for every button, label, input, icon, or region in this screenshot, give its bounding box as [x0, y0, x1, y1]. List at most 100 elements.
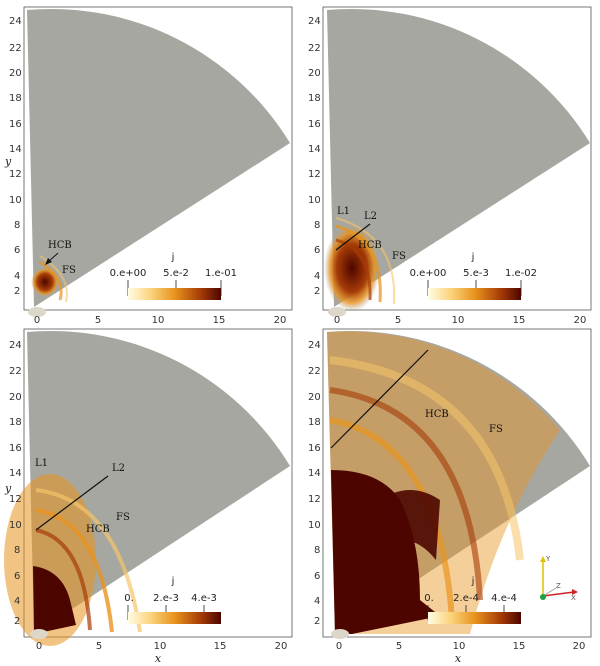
shock-arc [35, 508, 114, 633]
x-axis: 0 5 10 15 20 x [336, 641, 586, 665]
label-l1: L1 [337, 206, 350, 217]
y-axis-label: y [4, 155, 12, 168]
svg-text:6: 6 [314, 571, 320, 582]
label-l2: L2 [112, 463, 125, 474]
colorbar [428, 612, 521, 624]
label-hcb: HCB [358, 240, 382, 251]
svg-text:15: 15 [214, 641, 227, 652]
svg-text:16: 16 [308, 443, 321, 454]
svg-text:20: 20 [9, 68, 22, 79]
triad-z-label: Z [556, 582, 561, 590]
svg-text:6: 6 [14, 571, 20, 582]
dense-region [331, 470, 440, 634]
star-surface [331, 629, 349, 639]
colorbar-scale-labels: 10 15 [154, 315, 227, 326]
svg-text:0: 0 [36, 641, 42, 652]
shock-arc [335, 224, 382, 303]
svg-text:16: 16 [308, 119, 321, 130]
line-l2 [330, 349, 429, 449]
x-axis: 0 5 10 15 20 x [36, 641, 288, 665]
x-axis-label: x [455, 652, 462, 665]
svg-text:16: 16 [9, 119, 22, 130]
svg-text:15: 15 [213, 315, 226, 326]
hcb-arrowhead [45, 258, 52, 265]
dense-region [33, 566, 76, 634]
star-surface [28, 307, 46, 317]
svg-text:14: 14 [308, 468, 321, 479]
svg-text:10: 10 [453, 641, 466, 652]
star-surface [30, 629, 48, 639]
label-hcb: HCB [48, 240, 72, 251]
svg-text:15: 15 [513, 641, 526, 652]
svg-text:10: 10 [154, 641, 167, 652]
y-axis: y 24 22 20 18 16 14 12 10 8 6 4 2 [4, 340, 22, 627]
svg-text:5: 5 [96, 641, 102, 652]
svg-text:12: 12 [9, 169, 22, 180]
svg-text:10: 10 [308, 195, 321, 206]
svg-text:10: 10 [452, 315, 465, 326]
line-l2 [35, 475, 109, 531]
shock-arc [39, 255, 68, 303]
svg-text:0: 0 [336, 641, 342, 652]
colorbar-tick: 0.e+00 [110, 268, 147, 279]
x-axis: 0 5 10 15 20 [34, 315, 287, 326]
svg-text:6: 6 [314, 245, 320, 256]
plot-frame [23, 328, 293, 638]
svg-text:22: 22 [9, 366, 22, 377]
wedge-domain [327, 8, 590, 307]
svg-text:4: 4 [14, 271, 20, 282]
svg-text:10: 10 [9, 520, 22, 531]
svg-text:18: 18 [9, 93, 22, 104]
x-axis-label: x [155, 652, 162, 665]
label-fs: FS [116, 512, 130, 523]
plot-frame [322, 6, 592, 311]
svg-text:8: 8 [314, 545, 320, 556]
svg-text:5: 5 [396, 641, 402, 652]
svg-text:2: 2 [14, 286, 20, 297]
svg-text:20: 20 [308, 392, 321, 403]
shock-arc [329, 417, 455, 621]
colorbar [128, 288, 221, 300]
colorbar-tick: 5.e-2 [163, 268, 189, 279]
panel-top-right: L1 L2 HCB FS j 0.e+00 5.e-3 1.e-02 24 22… [308, 6, 592, 326]
colorbar-title: j [471, 252, 475, 263]
svg-text:12: 12 [308, 494, 321, 505]
svg-text:24: 24 [308, 16, 321, 27]
svg-text:5: 5 [95, 315, 101, 326]
colorbar-tick: 2.e-4 [453, 593, 479, 604]
svg-text:10: 10 [152, 315, 165, 326]
panel-bottom-right: HCB FS j 0. 2.e-4 4.e-4 Y Z X 24 22 20 1… [308, 328, 592, 665]
svg-text:16: 16 [9, 443, 22, 454]
svg-text:18: 18 [308, 93, 321, 104]
colorbar-tick: 0. [424, 593, 434, 604]
svg-text:10: 10 [308, 520, 321, 531]
svg-text:0: 0 [34, 315, 40, 326]
label-hcb: HCB [425, 409, 449, 420]
colorbar-tick: 2.e-3 [153, 593, 179, 604]
shock-arc [35, 528, 92, 631]
svg-text:4: 4 [14, 596, 20, 607]
triad-x-label: X [571, 594, 576, 602]
orientation-triad: Y Z X [540, 555, 578, 602]
svg-text:18: 18 [308, 417, 321, 428]
panel-top-left: HCB FS j 0.e+00 5.e-2 1.e-01 y 24 22 20 … [4, 6, 293, 326]
label-l2: L2 [364, 211, 377, 222]
label-fs: FS [392, 251, 406, 262]
star-surface [328, 307, 346, 317]
y-axis: y 24 22 20 18 16 14 12 10 8 6 4 2 [4, 16, 22, 297]
colorbar-tick: 1.e-01 [205, 268, 237, 279]
svg-text:8: 8 [314, 220, 320, 231]
svg-text:8: 8 [14, 545, 20, 556]
label-l1: L1 [35, 458, 48, 469]
dense-region [380, 490, 440, 560]
svg-text:12: 12 [9, 494, 22, 505]
svg-text:20: 20 [574, 315, 587, 326]
x-axis: 0 5 10 15 20 [334, 315, 587, 326]
svg-text:4: 4 [314, 596, 320, 607]
svg-text:2: 2 [14, 616, 20, 627]
svg-text:14: 14 [9, 144, 22, 155]
svg-text:14: 14 [9, 468, 22, 479]
svg-text:24: 24 [308, 340, 321, 351]
colorbar-tick: 0.e+00 [410, 268, 447, 279]
